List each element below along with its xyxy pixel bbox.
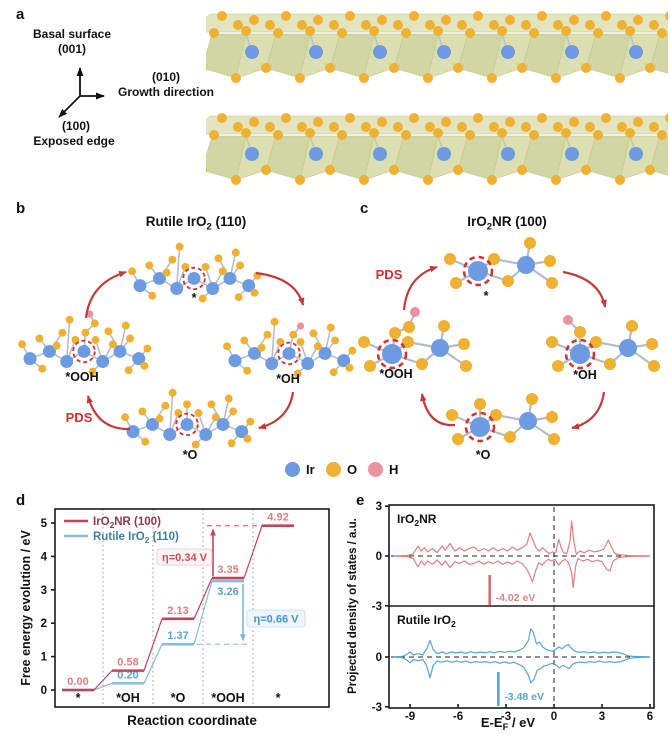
svg-text:3.26: 3.26 — [217, 586, 238, 598]
svg-text:-3: -3 — [501, 711, 511, 723]
legend-dot-h — [368, 462, 383, 477]
state-c-oh: *OH — [573, 368, 597, 382]
svg-text:-6: -6 — [453, 711, 463, 723]
svg-text:2: 2 — [41, 618, 47, 630]
pds-label-b: PDS — [65, 410, 93, 425]
svg-text:Reaction coordinate: Reaction coordinate — [127, 713, 257, 728]
svg-text:0: 0 — [551, 711, 557, 723]
state-b-ooh: *OOH — [65, 370, 99, 384]
svg-text:1.37: 1.37 — [167, 630, 188, 642]
svg-text:-3: -3 — [372, 702, 382, 714]
nanoribbon-structure-top — [206, 11, 668, 83]
svg-text:4: 4 — [41, 551, 48, 563]
svg-text:*: * — [76, 691, 81, 705]
cluster-c-oh — [546, 315, 660, 372]
panel-a-letter: a — [16, 6, 25, 23]
svg-text:3: 3 — [599, 711, 605, 723]
cluster-b-bare — [128, 242, 262, 303]
svg-text:*OOH: *OOH — [211, 691, 244, 705]
cluster-b-oh — [223, 317, 357, 378]
svg-text:0: 0 — [376, 652, 382, 664]
svg-text:3: 3 — [376, 501, 382, 513]
legend-dot-ir — [285, 462, 300, 477]
svg-text:6: 6 — [647, 711, 653, 723]
edge-plane-label: (100) — [61, 119, 91, 133]
svg-text:0.58: 0.58 — [117, 657, 138, 669]
panel-b-title: Rutile IrO2 (110) — [145, 214, 247, 233]
svg-text:-3: -3 — [372, 601, 382, 613]
svg-text:Free energy evolution / eV: Free energy evolution / eV — [19, 530, 33, 686]
svg-text:0: 0 — [376, 551, 382, 563]
svg-text:3.35: 3.35 — [217, 564, 238, 576]
pdos-chart: -4.02 eV -3.48 eV -9 -6 -3 0 3 6 3 0 -3 0 -3 IrO2NR Ru… — [347, 501, 655, 732]
pds-label-c: PDS — [375, 267, 403, 282]
basal-plane-label: (001) — [57, 42, 87, 56]
svg-text:4.92: 4.92 — [267, 512, 288, 524]
svg-text:*: * — [276, 691, 281, 705]
cluster-c-bare — [444, 237, 558, 289]
svg-text:Rutile IrO2 (110): Rutile IrO2 (110) — [93, 531, 179, 545]
cluster-b-o — [121, 388, 255, 449]
svg-text:η=0.34 V: η=0.34 V — [162, 552, 208, 564]
svg-text:0: 0 — [41, 685, 47, 697]
state-c-ooh: *OOH — [379, 367, 413, 381]
svg-text:*O: *O — [171, 691, 186, 705]
panel-b-letter: b — [16, 200, 26, 217]
cluster-c-o — [446, 393, 560, 445]
svg-text:-3.48 eV: -3.48 eV — [504, 691, 544, 703]
legend-ir-label: Ir — [306, 462, 315, 477]
state-c-o: *O — [475, 448, 491, 462]
state-b-oh: *OH — [276, 372, 300, 386]
edge-label: Exposed edge — [33, 134, 115, 148]
panel-e-letter: e — [356, 492, 365, 509]
state-c-star: * — [483, 289, 489, 303]
cluster-b-ooh — [18, 310, 152, 376]
svg-text:Rutile IrO2: Rutile IrO2 — [397, 613, 456, 629]
svg-text:0.20: 0.20 — [117, 669, 138, 681]
svg-text:IrO2NR (100): IrO2NR (100) — [93, 516, 161, 530]
basal-surface-label: Basal surface — [32, 27, 112, 41]
state-b-o: *O — [182, 448, 198, 462]
svg-text:*OH: *OH — [116, 691, 140, 705]
panel-c-letter: c — [360, 200, 369, 217]
growth-direction-label: Growth direction — [118, 85, 214, 99]
svg-text:2.13: 2.13 — [167, 605, 188, 617]
svg-text:η=0.66 V: η=0.66 V — [254, 614, 300, 626]
cycle-arrows — [84, 265, 607, 431]
legend-h-label: H — [389, 462, 399, 477]
crystal-axes — [58, 67, 105, 118]
svg-text:3: 3 — [41, 585, 47, 597]
nanoribbon-structure-bottom — [206, 113, 668, 185]
free-energy-chart: 0 1 2 3 4 5 * *OH *O *OOH * Reaction coordinate Free… — [19, 508, 330, 728]
svg-text:-4.02 eV: -4.02 eV — [496, 592, 536, 604]
legend-dot-o — [326, 462, 341, 477]
cluster-c-ooh — [358, 307, 472, 372]
panel-c-title: IrO2NR (100) — [467, 214, 547, 233]
growth-plane-label: (010) — [151, 70, 181, 84]
svg-text:5: 5 — [41, 518, 48, 530]
svg-text:Projected density of states /: Projected density of states / a.u. — [347, 518, 359, 694]
svg-text:IrO2NR: IrO2NR — [397, 512, 437, 528]
svg-text:0.00: 0.00 — [67, 676, 88, 688]
svg-text:E-EF / eV: E-EF / eV — [481, 715, 535, 732]
panel-d-letter: d — [16, 492, 26, 509]
svg-text:-9: -9 — [405, 711, 415, 723]
state-b-star: * — [191, 291, 197, 305]
legend-o-label: O — [347, 462, 358, 477]
svg-text:1: 1 — [41, 652, 48, 664]
